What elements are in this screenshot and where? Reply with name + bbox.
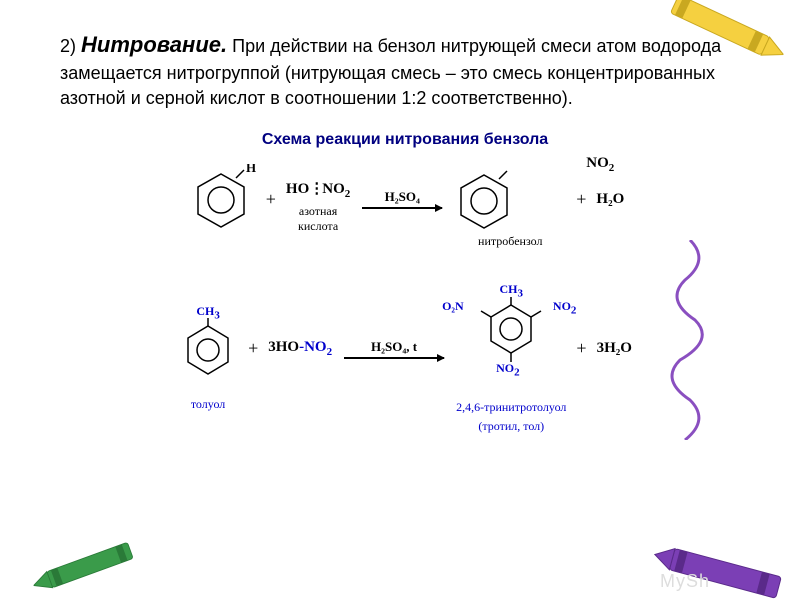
acid-3x: 3HO-NO2 <box>268 339 332 373</box>
water-formula: H₂O <box>604 340 632 356</box>
tnt-ch3: CH <box>500 282 518 296</box>
crayon-purple-icon <box>640 530 800 610</box>
main-paragraph: 2) Нитрование. При действии на бензол ни… <box>60 30 750 111</box>
watermark: MySh <box>660 571 710 592</box>
no2-part: -NO <box>299 339 327 355</box>
ch3-label: CH <box>196 304 214 318</box>
acid-pre: HO <box>286 181 309 197</box>
benzene-ring-icon: H <box>186 164 256 244</box>
scribble-purple-icon <box>660 240 720 440</box>
no2-sub-2: 2 <box>327 346 333 358</box>
no2-label: NO <box>586 155 609 171</box>
title-word: Нитрование. <box>81 32 227 57</box>
benzene-h: H <box>186 164 256 249</box>
tnt-ch3-sub: 3 <box>518 288 524 300</box>
item-number: 2) <box>60 36 76 56</box>
tnt-no2-r: NO <box>553 299 571 313</box>
water-coef: 3 <box>597 340 605 356</box>
nitric-acid: HO⋮NO2 азотная кислота <box>286 179 350 234</box>
water-2: 3H₂O <box>597 340 632 372</box>
no2-sub: 2 <box>609 162 615 174</box>
reaction-2: CH3 толуол + 3HO-NO2 H₂SO₄, t CH3 <box>60 279 750 433</box>
catalyst-2: H₂SO₄, t <box>344 339 444 355</box>
nitrobenzene-ring-icon <box>454 165 534 245</box>
tnt: CH3 NO2 O₂N NO2 2,4,6-тринитротолуол (тр… <box>456 279 566 433</box>
plus-sign-3: + <box>248 338 258 374</box>
scheme-title: Схема реакции нитрования бензола <box>60 131 750 149</box>
reaction-arrow-2: H₂SO₄, t <box>344 339 444 374</box>
ch3-sub: 3 <box>214 309 220 321</box>
toluene: CH3 толуол <box>178 301 238 412</box>
h-label: H <box>246 164 256 175</box>
nitrobenzene: NO2 нитробензол <box>454 165 566 249</box>
acid-post: NO <box>322 181 345 197</box>
tnt-o2n-l: O₂N <box>442 299 464 314</box>
tnt-label-2: (тротил, тол) <box>456 419 566 434</box>
catalyst-1: H₂SO₄ <box>362 189 442 205</box>
plus-sign-2: + <box>576 189 586 225</box>
reaction-1: H + HO⋮NO2 азотная кислота H₂SO₄ NO2 нит… <box>60 164 750 249</box>
plus-sign-4: + <box>576 338 586 374</box>
toluene-label: толуол <box>178 397 238 412</box>
toluene-ring-icon <box>178 318 238 388</box>
coef-3ho: 3HO <box>268 339 299 355</box>
plus-sign: + <box>266 189 276 225</box>
reaction-arrow-1: H₂SO₄ <box>362 189 442 224</box>
tnt-label-1: 2,4,6-тринитротолуол <box>456 400 566 415</box>
water-1: H₂O <box>596 191 624 223</box>
acid-label: азотная кислота <box>286 204 350 234</box>
acid-sub: 2 <box>345 188 351 200</box>
tnt-no2-b: NO <box>496 361 514 375</box>
